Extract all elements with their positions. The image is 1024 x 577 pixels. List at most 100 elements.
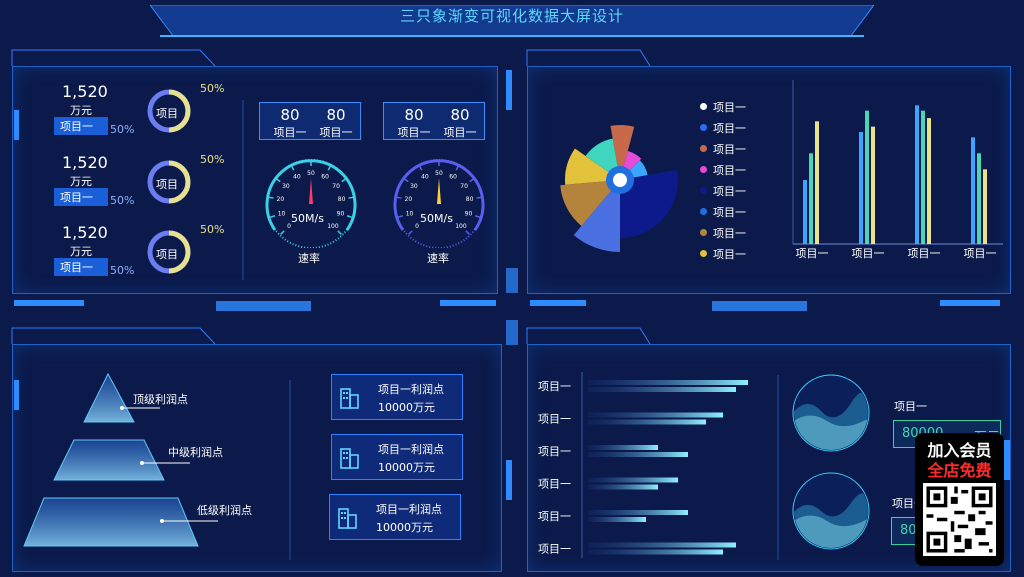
rose-slice bbox=[620, 169, 678, 238]
kpi-tag[interactable]: 项目一 bbox=[54, 117, 108, 135]
pyramid-tier-mid bbox=[53, 439, 165, 481]
gauge-tick-label: 80 bbox=[466, 196, 474, 203]
gauge-tick-label: 90 bbox=[337, 211, 345, 218]
building-icon bbox=[338, 505, 358, 529]
legend-item[interactable]: 项目一 bbox=[700, 201, 780, 222]
legend-item[interactable]: 项目一 bbox=[700, 159, 780, 180]
x-tick-label: 项目一 bbox=[908, 247, 941, 260]
kpi-ring-label: 项目 bbox=[156, 178, 178, 191]
legend-swatch bbox=[700, 103, 707, 110]
gauge-needle bbox=[309, 178, 313, 204]
gauge-tick-label: 20 bbox=[277, 196, 285, 203]
gauge-arc bbox=[265, 159, 357, 231]
kpi-pct-bottom: 50% bbox=[110, 264, 135, 277]
kpi-pct-bottom: 50% bbox=[110, 123, 135, 136]
stat-label: 项目一 bbox=[273, 126, 307, 139]
bar bbox=[871, 126, 875, 244]
kpi-tag[interactable]: 项目一 bbox=[54, 258, 108, 276]
promo-badge[interactable]: 加入会员 全店免费 bbox=[915, 433, 1004, 566]
gauge-tick bbox=[290, 165, 295, 171]
rose-slice bbox=[610, 125, 635, 180]
gauge-tick-label: 10 bbox=[406, 211, 414, 218]
gauge-tick bbox=[476, 196, 482, 199]
kpi-pct-bottom: 50% bbox=[110, 194, 135, 207]
rose-slice bbox=[560, 180, 620, 226]
bar bbox=[588, 445, 658, 450]
kpi-pct-top: 50% bbox=[200, 82, 225, 95]
legend-label: 项目一 bbox=[713, 142, 746, 156]
gauge-tick-label: 30 bbox=[410, 183, 418, 190]
legend-swatch bbox=[700, 145, 707, 152]
gauge-tick bbox=[469, 178, 475, 183]
gauge-arc bbox=[393, 159, 485, 231]
kpi-pct-top: 50% bbox=[200, 223, 225, 236]
kpi-tag[interactable]: 项目一 bbox=[54, 188, 108, 206]
kpi-row: 1,520 万元 项目一 50% 项目 50% bbox=[50, 221, 240, 281]
gauge-tick bbox=[474, 215, 481, 219]
gauge-tick bbox=[408, 230, 413, 235]
promo-line2: 全店免费 bbox=[927, 461, 992, 480]
legend-label: 项目一 bbox=[713, 121, 746, 135]
legend-label: 项目一 bbox=[713, 205, 746, 219]
building-icon bbox=[340, 385, 360, 409]
gauge-tick-label: 50 bbox=[307, 170, 315, 177]
gauge-stat-box: 80 项目一 80 项目一 bbox=[383, 102, 485, 140]
legend-swatch bbox=[700, 187, 707, 194]
legend-item[interactable]: 项目一 bbox=[700, 243, 780, 264]
rose-slice bbox=[573, 180, 620, 252]
kpi-ring bbox=[147, 160, 191, 204]
gauge-tick-label: 60 bbox=[449, 173, 457, 180]
y-tick-label: 项目一 bbox=[538, 445, 571, 458]
kpi-row: 1,520 万元 项目一 50% 项目 50% bbox=[50, 80, 240, 140]
gauge-tick-label: 20 bbox=[405, 196, 413, 203]
gauge-tick bbox=[348, 196, 354, 199]
gauge-group: 80 项目一 80 项目一 80 项目一 80 项目一 0 10 20 30 40 50 6… bbox=[255, 100, 495, 270]
header-bar bbox=[150, 5, 874, 37]
gauge-tick bbox=[327, 165, 332, 171]
gauge-tick-label: 90 bbox=[465, 211, 473, 218]
stat-label: 项目一 bbox=[319, 126, 353, 139]
profit-card[interactable]: 项目一利润点 10000万元 bbox=[331, 434, 463, 480]
rose-slice bbox=[565, 148, 620, 185]
bar bbox=[809, 153, 813, 244]
pyramid-label-low: 低级利润点 bbox=[197, 504, 252, 517]
bar bbox=[859, 132, 863, 244]
pyramid-chart bbox=[23, 372, 218, 547]
kpi-unit: 万元 bbox=[70, 175, 92, 188]
bar bbox=[815, 121, 819, 244]
kpi-unit: 万元 bbox=[70, 245, 92, 258]
legend-item[interactable]: 项目一 bbox=[700, 222, 780, 243]
rose-center-dot bbox=[613, 173, 627, 187]
page-title: 三只象渐变可视化数据大屏设计 bbox=[399, 7, 624, 25]
legend-item[interactable]: 项目一 bbox=[700, 180, 780, 201]
profit-title: 项目一利润点 bbox=[378, 383, 444, 396]
panel-bottom-left bbox=[12, 344, 502, 572]
gauge-tick bbox=[269, 215, 276, 219]
gauge-tick-label: 40 bbox=[293, 173, 301, 180]
pyramid-label-mid: 中级利润点 bbox=[168, 446, 223, 459]
kpi-value: 1,520 bbox=[62, 153, 108, 172]
rose-legend: 项目一 项目一 项目一 项目一 项目一 项目一 项目一 项目一 bbox=[700, 96, 780, 264]
legend-item[interactable]: 项目一 bbox=[700, 117, 780, 138]
rose-chart bbox=[560, 125, 678, 252]
bar bbox=[588, 549, 723, 555]
legend-item[interactable]: 项目一 bbox=[700, 138, 780, 159]
gauge-tick bbox=[268, 196, 274, 199]
stat-label: 项目一 bbox=[397, 126, 431, 139]
gauge-tick-label: 30 bbox=[282, 183, 290, 190]
kpi-ring-label: 项目 bbox=[156, 107, 178, 120]
legend-item[interactable]: 项目一 bbox=[700, 96, 780, 117]
vertical-bar-chart: 项目一 项目一 项目一 项目一 bbox=[792, 80, 1003, 260]
profit-card[interactable]: 项目一利润点 10000万元 bbox=[331, 374, 463, 420]
profit-value: 10000万元 bbox=[378, 401, 435, 414]
profit-card[interactable]: 项目一利润点 10000万元 bbox=[329, 494, 461, 540]
profit-value: 10000万元 bbox=[376, 521, 433, 534]
gauge-tick-label: 0 bbox=[415, 223, 419, 230]
gauge-tick bbox=[280, 230, 285, 235]
gauge-tick bbox=[465, 230, 470, 235]
legend-label: 项目一 bbox=[713, 184, 746, 198]
wave-item-value: 80 bbox=[900, 523, 917, 538]
